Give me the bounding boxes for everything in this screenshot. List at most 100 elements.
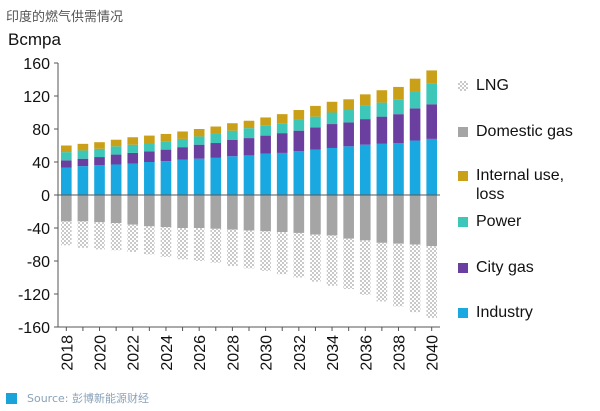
y-tick-label: -40 <box>27 221 50 238</box>
y-tick-label: 160 <box>23 56 50 73</box>
bar-domestic-2036 <box>359 195 371 241</box>
bar-city_gas-2034 <box>326 124 338 148</box>
bar-lng-2026 <box>193 228 205 261</box>
legend-label-power: Power <box>476 213 522 230</box>
y-tick-label: 40 <box>32 155 50 172</box>
bar-lng-2036 <box>359 240 371 295</box>
x-tick-label: 2020 <box>93 335 110 371</box>
bar-lng-2025 <box>177 228 188 260</box>
bar-lng-2039 <box>409 244 421 313</box>
bar-city_gas-2032 <box>293 130 305 152</box>
legend: LNG Domestic gas Internal use, loss Power Ci… <box>458 0 598 360</box>
bar-industry-2036 <box>359 144 371 195</box>
bar-city_gas-2024 <box>160 149 172 162</box>
bar-internal_use-2024 <box>160 133 172 142</box>
bar-power-2027 <box>210 133 222 144</box>
bar-internal_use-2038 <box>393 86 404 100</box>
bar-internal_use-2026 <box>193 129 205 137</box>
bar-internal_use-2018 <box>60 145 72 153</box>
bar-domestic-2039 <box>409 195 421 245</box>
bar-city_gas-2021 <box>110 154 122 165</box>
bar-internal_use-2036 <box>359 94 371 106</box>
bar-internal_use-2033 <box>310 105 321 117</box>
bar-domestic-2019 <box>77 195 89 222</box>
bar-power-2034 <box>326 112 338 125</box>
bar-internal_use-2019 <box>77 143 89 151</box>
bar-city_gas-2026 <box>193 144 205 159</box>
legend-swatch-city_gas <box>458 263 468 273</box>
bar-domestic-2022 <box>127 195 139 225</box>
bar-city_gas-2019 <box>77 158 89 167</box>
bar-power-2019 <box>77 150 89 159</box>
bar-city_gas-2038 <box>393 114 404 144</box>
bar-industry-2026 <box>193 158 205 195</box>
x-tick-label: 2028 <box>225 335 242 371</box>
legend-item-internal_use: Internal use, loss <box>458 166 596 204</box>
bar-power-2025 <box>177 138 188 148</box>
y-tick-label: -80 <box>27 254 50 271</box>
legend-swatch-internal_use <box>458 171 468 181</box>
bar-internal_use-2023 <box>144 135 155 144</box>
y-tick-label: -120 <box>18 287 50 304</box>
bar-lng-2029 <box>243 230 255 269</box>
y-tick-label: 80 <box>32 122 50 139</box>
bar-industry-2034 <box>326 147 338 195</box>
bar-internal_use-2029 <box>243 120 255 129</box>
y-axis-unit: Bcmpa <box>8 30 61 49</box>
y-tick-label: 120 <box>23 89 50 106</box>
bar-domestic-2020 <box>94 195 105 223</box>
bar-power-2020 <box>94 148 105 158</box>
legend-item-power: Power <box>458 212 596 231</box>
bar-domestic-2026 <box>193 195 205 228</box>
y-tick-label: -160 <box>18 320 50 337</box>
bar-internal_use-2031 <box>276 114 288 124</box>
bar-domestic-2037 <box>376 195 388 243</box>
bar-industry-2033 <box>310 149 321 195</box>
bar-domestic-2040 <box>426 195 438 247</box>
bar-lng-2018 <box>60 221 72 246</box>
bar-power-2029 <box>243 128 255 139</box>
x-tick-label: 2040 <box>425 335 442 371</box>
legend-label-domestic: Domestic gas <box>476 123 573 140</box>
legend-label-city_gas: City gas <box>476 259 534 276</box>
axes-layer: 160 120 80 40 0 -40 -80 -120 -160 2018 2020 2022 202… <box>18 56 442 371</box>
bar-city_gas-2039 <box>409 108 421 141</box>
bar-lng-2019 <box>77 221 89 248</box>
bars-layer <box>60 70 438 318</box>
bar-city_gas-2022 <box>127 152 139 164</box>
bar-city_gas-2027 <box>210 143 222 158</box>
bar-city_gas-2036 <box>359 119 371 145</box>
bar-industry-2021 <box>110 164 122 195</box>
bar-internal_use-2037 <box>376 90 388 103</box>
bar-internal_use-2027 <box>210 126 222 134</box>
bar-power-2021 <box>110 146 122 155</box>
bar-industry-2023 <box>144 162 155 195</box>
bar-power-2022 <box>127 144 139 153</box>
x-tick-label: 2032 <box>292 335 309 371</box>
bar-internal_use-2039 <box>409 78 421 92</box>
bar-domestic-2025 <box>177 195 188 228</box>
bar-city_gas-2033 <box>310 127 321 150</box>
x-tick-label: 2038 <box>391 335 408 371</box>
bar-domestic-2027 <box>210 195 222 229</box>
bar-power-2026 <box>193 136 205 145</box>
bar-industry-2038 <box>393 143 404 195</box>
bar-internal_use-2040 <box>426 70 438 84</box>
bar-power-2031 <box>276 123 288 134</box>
bar-internal_use-2030 <box>260 117 271 126</box>
x-tick-label: 2022 <box>126 335 143 371</box>
bar-city_gas-2029 <box>243 138 255 156</box>
legend-item-domestic: Domestic gas <box>458 122 596 141</box>
legend-swatch-power <box>458 217 468 227</box>
source-note: Source: 彭博新能源财经 <box>6 390 149 406</box>
bar-city_gas-2018 <box>60 160 72 168</box>
bar-internal_use-2022 <box>127 137 139 145</box>
bar-domestic-2021 <box>110 195 122 224</box>
bar-power-2033 <box>310 116 321 128</box>
legend-swatch-lng <box>458 81 468 91</box>
legend-swatch-domestic <box>458 127 468 137</box>
legend-item-lng: LNG <box>458 76 596 95</box>
bar-power-2035 <box>343 110 354 123</box>
bar-city_gas-2031 <box>276 133 288 153</box>
x-tick-label: 2018 <box>59 335 76 371</box>
